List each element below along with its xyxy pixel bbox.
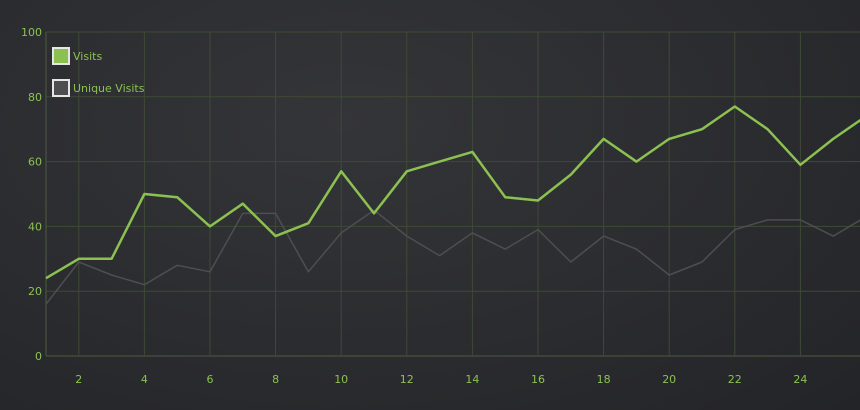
legend-swatch-unique-visits	[52, 79, 70, 97]
y-tick-label: 40	[28, 220, 42, 233]
legend-swatch-visits	[52, 47, 70, 65]
series-line-visits	[45, 105, 860, 280]
x-tick-label: 24	[793, 373, 807, 386]
y-tick-label: 20	[28, 285, 42, 298]
x-tick-label: 6	[207, 373, 214, 386]
x-tick-label: 4	[141, 373, 148, 386]
y-tick-label: 0	[35, 350, 42, 363]
series-lines	[45, 105, 860, 305]
x-tick-label: 18	[597, 373, 611, 386]
x-tick-label: 2	[75, 373, 82, 386]
y-axis-tick-labels: 0 20 40 60 80 100	[21, 26, 42, 363]
x-axis-tick-labels: 2 4 6 8 10 12 14 16 18 20 22 24	[75, 373, 807, 386]
legend-label-unique-visits: Unique Visits	[73, 81, 145, 95]
y-tick-label: 100	[21, 26, 42, 39]
legend-item-visits[interactable]: Visits	[52, 46, 144, 66]
y-tick-label: 80	[28, 91, 42, 104]
legend-label-visits: Visits	[73, 49, 103, 63]
x-tick-label: 22	[728, 373, 742, 386]
grid-lines	[45, 31, 860, 357]
legend: Visits Unique Visits	[52, 46, 144, 110]
series-line-unique-visits	[45, 209, 860, 305]
legend-item-unique-visits[interactable]: Unique Visits	[52, 78, 144, 98]
x-tick-label: 8	[272, 373, 279, 386]
y-tick-label: 60	[28, 156, 42, 169]
x-tick-label: 14	[465, 373, 479, 386]
x-tick-label: 16	[531, 373, 545, 386]
x-tick-label: 12	[400, 373, 414, 386]
x-tick-label: 20	[662, 373, 676, 386]
x-tick-label: 10	[334, 373, 348, 386]
